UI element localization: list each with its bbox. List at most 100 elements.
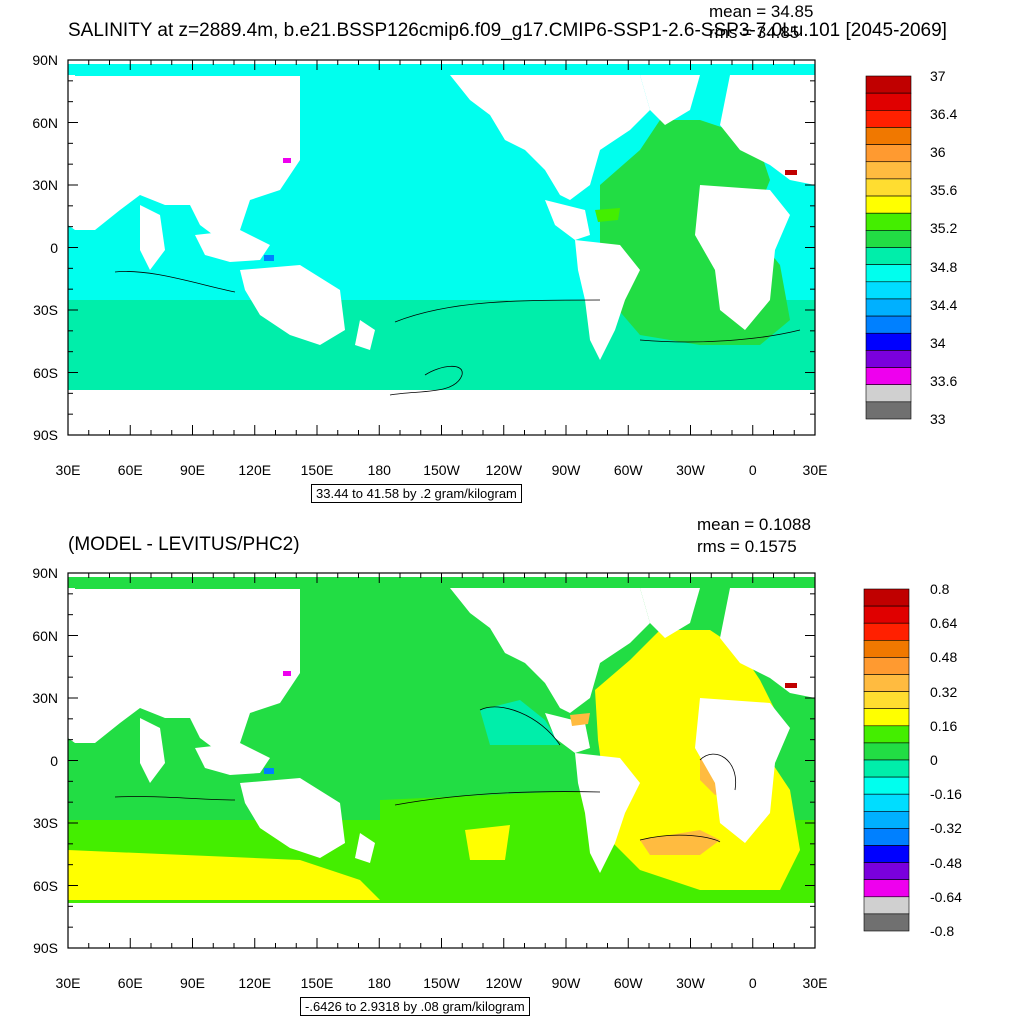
panel1-land-asia [68,75,300,240]
x-tick-label: 30E [802,462,828,478]
colorbar-swatch [863,639,910,658]
y-tick-label: 90S [33,427,58,443]
x-tick-label: 120E [238,462,272,478]
y-tick-label: 30S [33,815,58,831]
panel2-land-nz [355,833,375,863]
x-tick-label: 180 [367,462,391,478]
panel2-sea-of-japan [283,671,291,676]
colorbar-swatch [863,896,910,915]
x-tick-label: 0 [748,975,757,991]
panel1-land-greenland [640,75,700,125]
panel1-land-namerica [450,75,650,200]
colorbar-swatch [865,384,912,403]
y-tick-label: 30N [32,690,58,706]
colorbar-swatch [865,264,912,283]
panel2-mediterranean [785,683,797,688]
colorbar-label: 36 [930,144,946,161]
panel2-land-greenland [640,588,700,638]
colorbar-swatch [863,879,910,898]
panel1-contour-info: 33.44 to 41.58 by .2 gram/kilogram [311,484,522,503]
y-tick-label: 60S [33,364,58,381]
panel2-land-antarctica [68,903,815,948]
panel2-yellow-small [465,825,510,860]
x-tick-label: 150E [300,462,334,478]
panel1-land-australia [240,265,345,345]
panel2-land-asia [68,588,300,753]
x-tick-label: 150E [300,975,334,991]
colorbar-swatch [863,776,910,795]
colorbar-swatch [865,127,912,145]
colorbar-label: 0.8 [930,581,950,597]
panel2-contour-5 [639,834,721,843]
panel1-caribbean [595,208,620,222]
panel1-land-india [140,205,165,270]
panel2-land-namerica [450,588,650,713]
panel2-land-europe [720,588,815,698]
panel2-cyan-patch [480,700,560,745]
colorbar-swatch [863,862,910,880]
x-tick-label: 60E [117,462,143,478]
colorbar-label: 34 [930,334,946,351]
colorbar-swatch [863,691,910,709]
x-tick-label: 90E [180,462,205,478]
x-tick-label: 120E [238,975,272,991]
y-tick-label: 90N [32,52,58,68]
x-tick-label: 60E [117,975,143,991]
panel1-mean: mean = 34.85 [709,2,814,21]
panel2-land-samerica [575,753,640,873]
y-tick-label: 60S [33,877,58,894]
panel2-blue-patch [264,768,274,774]
colorbar-label: 0.32 [930,683,958,700]
panel2-land-africa [695,698,790,843]
panel1-land-antarctica [68,390,815,435]
panel1-land-nz [355,320,375,350]
x-tick-label: 60W [613,975,643,991]
colorbar-label: 34.8 [930,258,958,275]
panel2-yellow-band [68,850,380,900]
panel1-colorbar [865,75,912,420]
colorbar-label: 0.16 [930,717,958,734]
x-tick-label: 90W [551,975,581,991]
colorbar-label: 35.6 [930,182,958,199]
x-tick-label: 60W [613,462,643,478]
y-tick-label: 0 [50,752,58,769]
panel2-contour-3 [479,706,561,746]
panel2-title: (MODEL - LEVITUS/PHC2) [68,534,300,555]
colorbar-swatch [865,75,912,94]
colorbar-swatch [863,810,910,829]
y-tick-label: 0 [50,239,58,256]
colorbar-label: 34.4 [930,296,958,313]
x-tick-label: 30E [55,462,81,478]
colorbar-swatch [865,247,912,265]
colorbar-label: -0.64 [930,888,962,905]
panel1-land-europe [720,75,815,185]
panel2-land-australia [240,778,345,858]
colorbar-swatch [865,144,912,163]
colorbar-label: -0.8 [930,923,955,939]
colorbar-swatch [865,367,912,385]
colorbar-label: 37 [930,68,946,84]
x-tick-label: 120W [485,462,523,478]
x-tick-label: 30E [802,975,828,991]
panel2-contour-1 [114,796,236,801]
colorbar-label: 33 [930,411,946,427]
panel1-land-africa [695,185,790,330]
colorbar-swatch [863,657,910,675]
panel2-mean: mean = 0.1088 [697,515,811,534]
x-tick-label: 30E [55,975,81,991]
y-tick-label: 90S [33,940,58,956]
y-tick-label: 60N [32,114,58,131]
panel2-colorbar [863,588,910,932]
panel1-title: SALINITY at z=2889.4m, b.e21.BSSP126cmip… [68,20,947,41]
panel1-land-samerica [575,240,640,360]
x-tick-label: 90W [551,462,581,478]
panel1-rms: rms = 34.85 [709,23,800,42]
colorbar-swatch [865,230,912,248]
panel2-land-india [140,718,165,783]
x-tick-label: 0 [748,462,757,478]
x-tick-label: 150W [423,975,460,991]
colorbar-swatch [863,845,910,863]
colorbar-label: 0 [930,752,938,768]
y-tick-label: 60N [32,627,58,644]
colorbar-swatch [865,350,912,368]
